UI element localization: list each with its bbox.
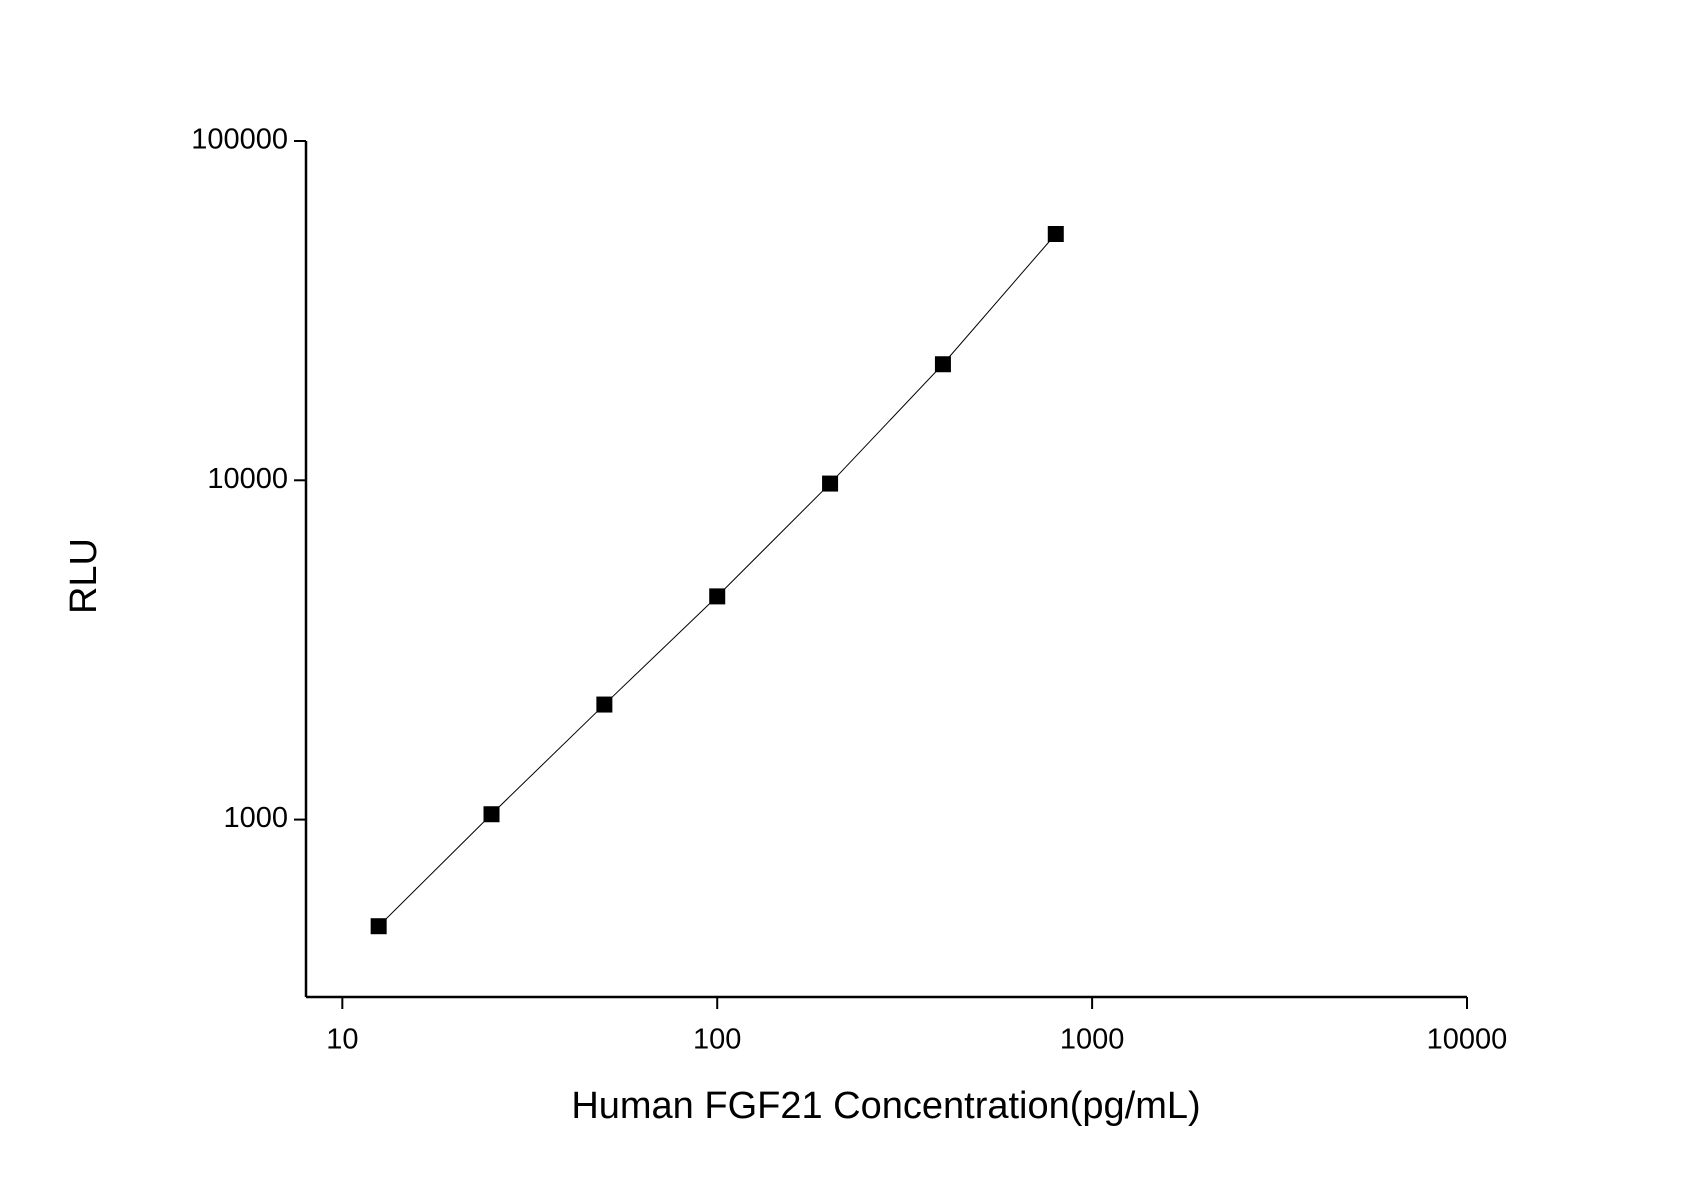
data-point [709,588,726,605]
data-point [370,918,387,935]
data-point [1047,225,1064,242]
series-line [378,233,1057,927]
x-tick-label: 1000 [1060,1024,1125,1056]
x-axis-title: Human FGF21 Concentration(pg/mL) [571,1085,1200,1127]
x-tick-label: 100 [693,1024,741,1056]
x-tick-label: 10000 [1427,1024,1508,1056]
y-axis-title: RLU [63,538,105,614]
x-tick-label: 10 [326,1024,358,1056]
y-tick-label: 1000 [223,802,288,834]
data-point [596,696,613,713]
data-point [822,475,839,492]
data-point [483,806,500,823]
y-tick-label: 100000 [191,124,288,156]
y-tick-label: 10000 [207,463,288,495]
data-point [934,356,951,373]
